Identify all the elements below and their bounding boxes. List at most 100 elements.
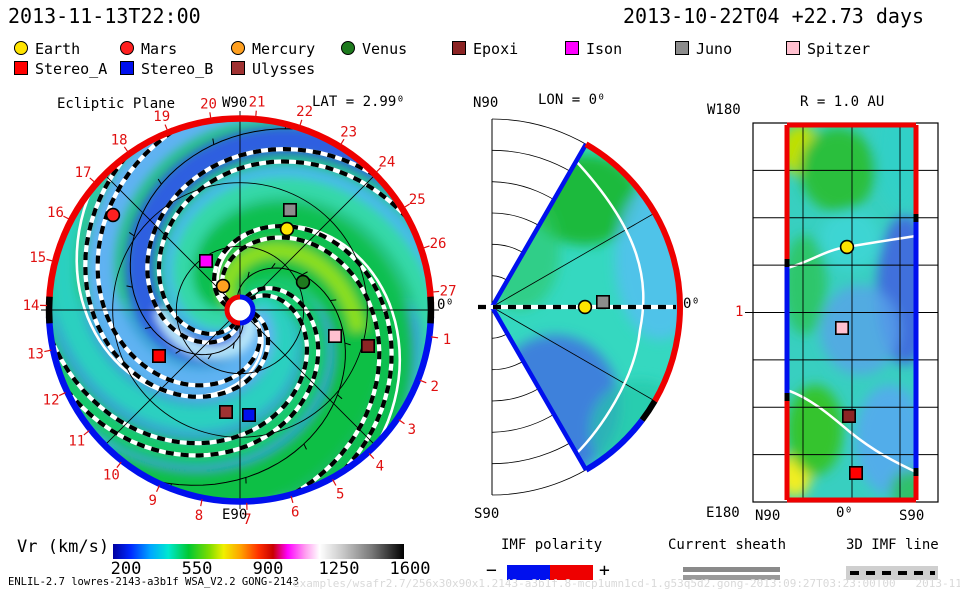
legend-label: Stereo_A [35,60,108,78]
legend-label: Venus [362,40,408,58]
day-tick-label: 25 [409,192,426,208]
day-tick-label: 16 [47,205,64,221]
marker-earth [839,239,855,255]
day-tick-label: 12 [43,392,60,408]
meridional-zero-label: 0⁰ [683,296,700,312]
day-tick-label: 10 [103,468,120,484]
marker-stereo_a [152,348,167,363]
marker-epoxi [841,408,856,423]
imf-positive-swatch [550,565,593,580]
marker-epoxi [360,338,375,353]
mercury-swatch-icon [231,41,245,55]
day-tick-label: 11 [68,434,85,450]
epoxi-swatch-icon [452,41,466,55]
day-tick-label: 2 [430,379,438,395]
imf-negative-swatch [507,565,550,580]
meridional-n90-label: N90 [473,95,499,111]
current-sheath-title: Current sheath [668,537,787,553]
legend-label: Mars [141,40,178,58]
day-tick-label: 17 [75,165,92,181]
day-tick-label: 13 [27,346,44,362]
imf-minus-sign: − [486,560,497,581]
imf-line-dash [850,571,935,575]
day-tick-label: 18 [111,132,128,148]
marker-earth [577,299,593,315]
colorbar-tick: 1600 [389,559,431,579]
ison-swatch-icon [565,41,579,55]
day-tick-label: 23 [340,124,357,140]
radial-w180-label: W180 [707,102,741,118]
juno-swatch-icon [675,41,689,55]
day-tick-label: 27 [440,284,457,300]
legend-label: Ulysses [252,60,316,78]
stereo_a-swatch-icon [14,61,28,75]
day-tick-label: 5 [336,486,344,502]
day-tick-label: 24 [378,154,395,170]
legend-label: Earth [35,40,81,58]
legend-label: Stereo_B [141,60,214,78]
ecliptic-markers [105,203,375,422]
radial-xtick-zero: 0⁰ [836,505,853,521]
marker-juno [595,294,610,309]
imf-polarity-title: IMF polarity [501,537,603,553]
marker-spitzer [327,328,342,343]
day-tick-label: 9 [149,493,157,509]
day-tick-label: 22 [296,104,313,120]
radial-xtick-n90: N90 [755,508,781,524]
day-tick-label: 6 [291,505,299,521]
ecliptic-w90-label: W90 [222,95,248,111]
marker-ison [199,254,214,269]
day-tick-label: 15 [29,250,46,266]
radial-panel [745,122,939,503]
current-timestamp: 2013-11-13T22:00 [8,4,201,28]
marker-juno [282,203,297,218]
colorbar-tick: 1250 [318,559,360,579]
venus-swatch-icon [341,41,355,55]
imf-field-lines [49,119,431,501]
watermark-text: examples/wsafr2.7/256x30x90x1.2143-a3b1f… [293,577,960,590]
marker-mercury [215,278,231,294]
radial-xtick-s90: S90 [899,508,925,524]
legend-label: Mercury [252,40,316,58]
meridional-markers [577,294,610,315]
colorbar [113,544,404,559]
sun-symbol [224,294,256,326]
radial-panel-title: R = 1.0 AU [800,94,885,110]
day-tick-label: 20 [200,96,217,112]
day-tick-label: 3 [408,422,416,438]
legend-label: Ison [586,40,623,58]
radial-e180-label: E180 [706,505,740,521]
mars-swatch-icon [120,41,134,55]
meridional-panel [478,118,683,496]
stereo_b-swatch-icon [120,61,134,75]
marker-mars [105,207,121,223]
ecliptic-e90-label: E90 [222,507,248,523]
day-tick-label: 19 [153,109,170,125]
day-tick-label: 8 [195,508,203,524]
legend-label: Epoxi [473,40,519,58]
marker-stereo_a [848,465,863,480]
day-tick-label: 21 [249,95,266,111]
day-tick-label: 7 [243,512,251,528]
radial-r-tick: 1 [735,304,744,320]
day-tick-label: 14 [23,298,40,314]
meridional-title: LON = 0⁰ [538,92,606,108]
legend-label: Spitzer [807,40,871,58]
colorbar-tick: 550 [181,559,213,579]
imf-line-title: 3D IMF line [846,537,939,553]
current-sheath-swatch-bottom [683,575,780,580]
run-start-elapsed: 2013-10-22T04 +22.73 days [623,4,925,28]
day-tick-label: 26 [430,236,447,252]
current-sheath-swatch-top [683,567,780,572]
day-tick-label: 1 [443,332,451,348]
colorbar-tick: 900 [252,559,284,579]
marker-spitzer [834,320,849,335]
ecliptic-lat-label: LAT = 2.99⁰ [312,94,405,110]
colorbar-label: Vr (km/s) [17,537,110,557]
day-tick-label: 4 [376,458,384,474]
ecliptic-zero-label: 0⁰ [437,297,454,313]
marker-venus [295,274,311,290]
